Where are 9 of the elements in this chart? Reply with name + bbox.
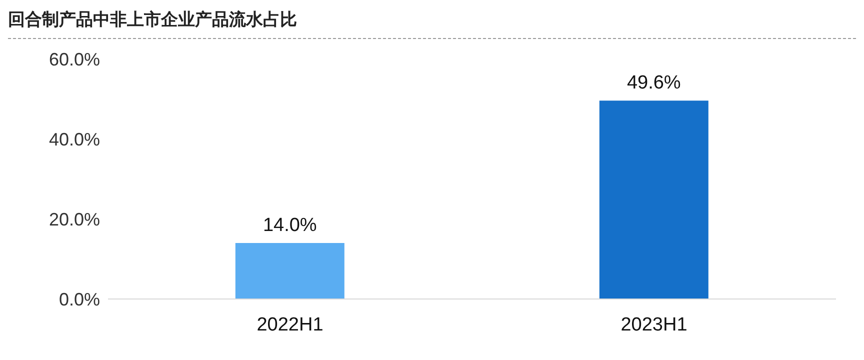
chart-title: 回合制产品中非上市企业产品流水占比 [8,8,856,39]
x-tick-label: 2022H1 [256,314,324,336]
data-label: 14.0% [262,215,317,236]
x-tick-label: 2023H1 [620,314,688,336]
y-tick-label: 60.0% [48,49,100,70]
y-tick-label: 0.0% [58,289,100,310]
data-label: 49.6% [626,72,681,94]
y-tick-label: 40.0% [48,129,100,150]
y-tick-label: 20.0% [48,209,100,230]
